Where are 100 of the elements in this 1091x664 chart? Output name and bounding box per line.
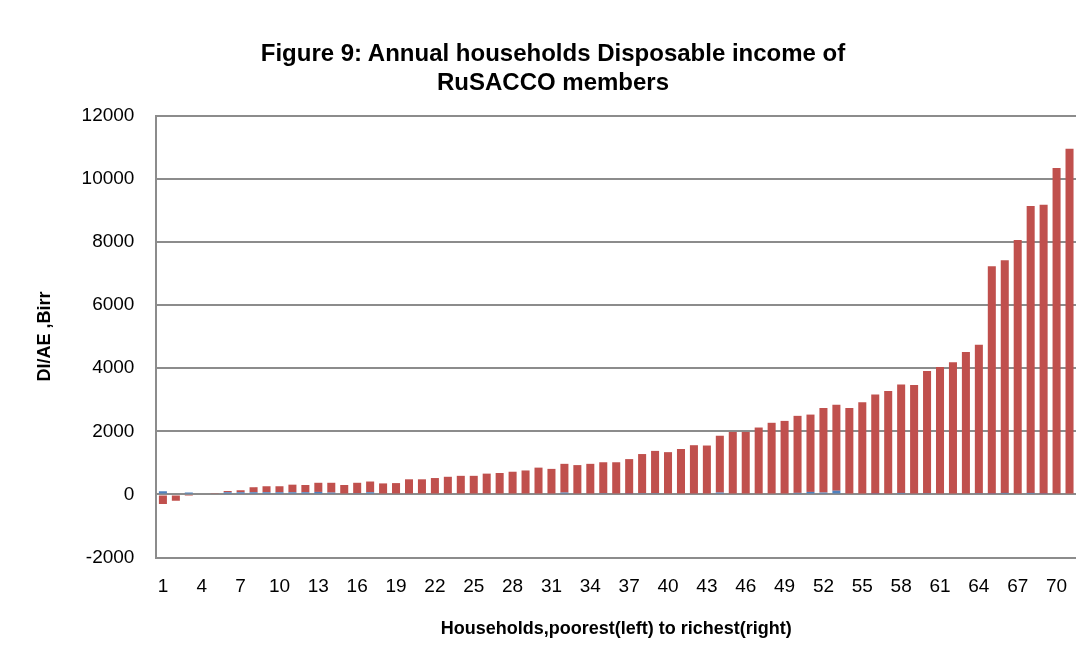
chart-title: Figure 9: Annual households Disposable income of RuSACCO members <box>260 39 847 95</box>
bar <box>534 467 543 494</box>
bar <box>651 450 660 494</box>
bar <box>819 407 828 493</box>
bar <box>456 475 465 494</box>
bar <box>288 484 297 493</box>
bar <box>547 468 556 494</box>
x-tick-label: 1 <box>157 575 169 597</box>
x-tick-label: 22 <box>424 575 446 597</box>
bar <box>754 427 763 494</box>
bar <box>275 486 284 493</box>
x-tick-label: 13 <box>307 575 329 597</box>
y-axis-title: DI/AE ,Birr <box>33 291 54 382</box>
bar <box>158 495 167 504</box>
bar <box>689 445 698 494</box>
x-tick-label: 40 <box>657 575 679 597</box>
x-tick-label: 58 <box>890 575 912 597</box>
bar <box>702 445 711 494</box>
x-tick-label: 37 <box>618 575 640 597</box>
x-tick-label: 70 <box>1046 575 1068 597</box>
x-tick-label: 7 <box>235 575 246 597</box>
bar <box>171 495 180 501</box>
x-tick-label: 49 <box>774 575 796 597</box>
x-tick-label: 64 <box>968 575 990 597</box>
x-tick-label: 55 <box>851 575 873 597</box>
bar <box>508 471 517 494</box>
bar <box>767 422 776 494</box>
bar <box>1065 148 1074 494</box>
bar <box>728 431 737 494</box>
bar <box>910 384 919 494</box>
x-tick-label: 4 <box>196 575 208 597</box>
bar <box>495 472 504 494</box>
bar <box>974 344 983 494</box>
bar <box>262 486 271 493</box>
bar <box>1026 205 1035 493</box>
bar <box>961 352 970 494</box>
y-tick-label: 10000 <box>81 166 135 188</box>
bar <box>871 394 880 494</box>
bar <box>560 463 569 493</box>
x-tick-label: 31 <box>540 575 563 597</box>
x-tick-label: 19 <box>385 575 407 597</box>
bar <box>923 371 932 494</box>
bar <box>741 431 750 494</box>
bar <box>884 390 893 494</box>
x-tick-label: 10 <box>268 575 291 597</box>
bar <box>482 473 491 494</box>
bar <box>340 484 349 494</box>
y-tick-label: 0 <box>123 482 135 504</box>
bar <box>353 482 362 494</box>
bar <box>1000 260 1009 493</box>
bar <box>301 484 310 493</box>
bar <box>404 479 414 494</box>
bar <box>780 420 789 494</box>
bar <box>935 366 945 494</box>
bar <box>1039 204 1048 494</box>
x-tick-label: 28 <box>502 575 524 597</box>
bar <box>845 407 854 494</box>
bar <box>987 266 996 494</box>
bar <box>625 459 634 494</box>
y-tick-label: 2000 <box>92 419 135 441</box>
bar <box>249 487 258 493</box>
bar <box>521 470 530 494</box>
bar <box>858 402 867 494</box>
bar <box>469 475 478 494</box>
bar <box>158 491 167 494</box>
bar <box>366 481 375 493</box>
x-tick-label: 46 <box>735 575 757 597</box>
bar <box>676 448 685 494</box>
y-tick-label: -2000 <box>85 545 135 567</box>
bar <box>586 463 595 494</box>
bar <box>430 478 439 494</box>
bar <box>1052 168 1061 494</box>
bar <box>664 452 673 494</box>
y-tick-label: 4000 <box>92 356 135 378</box>
y-tick-label: 12000 <box>81 103 135 125</box>
x-tick-label: 52 <box>812 575 835 597</box>
bar <box>806 414 815 492</box>
x-axis-title: Households,poorest(left) to richest(right) <box>440 618 792 639</box>
x-tick-label: 61 <box>929 575 951 597</box>
bar <box>1013 239 1022 494</box>
bar <box>443 476 452 494</box>
bar <box>832 404 841 491</box>
y-tick-label: 8000 <box>92 230 135 252</box>
x-tick-label: 43 <box>696 575 718 597</box>
bar <box>599 462 608 494</box>
x-tick-label: 25 <box>463 575 485 597</box>
bar <box>612 462 621 494</box>
bar <box>327 482 336 493</box>
bar <box>392 483 401 494</box>
bar <box>793 415 802 493</box>
x-tick-label: 34 <box>579 575 602 597</box>
y-tick-label: 6000 <box>92 293 135 315</box>
bar <box>897 384 906 493</box>
bar <box>715 435 724 493</box>
bar <box>379 483 388 494</box>
x-tick-label: 16 <box>346 575 368 597</box>
bar <box>638 454 647 494</box>
bar <box>948 362 957 494</box>
bar <box>314 482 323 492</box>
bar <box>417 479 426 494</box>
